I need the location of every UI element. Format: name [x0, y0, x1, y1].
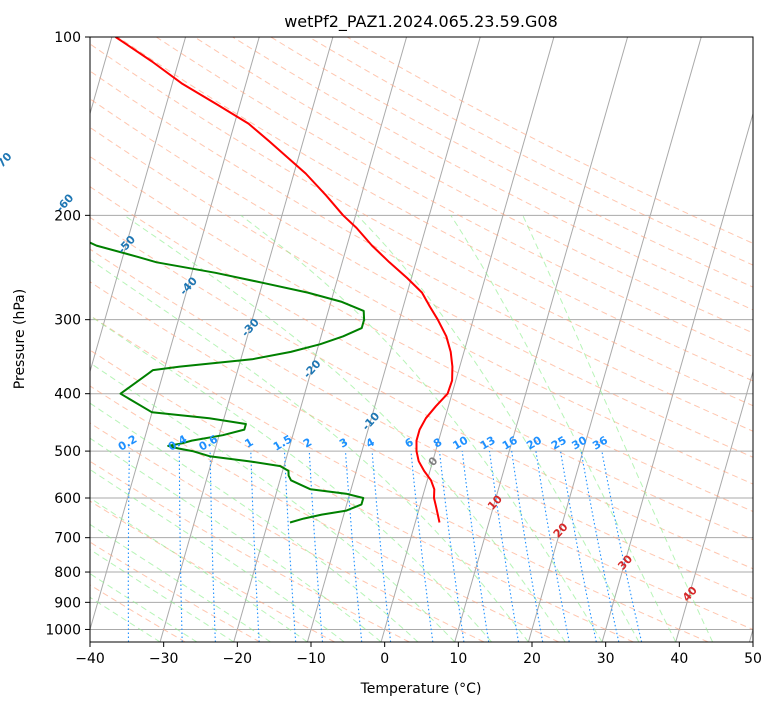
x-axis-label: Temperature (°C) — [360, 681, 482, 697]
x-tick-label: 20 — [523, 651, 541, 667]
y-tick-label: 300 — [54, 313, 81, 329]
x-tick-label: 40 — [670, 651, 688, 667]
x-tick-label: −10 — [296, 651, 326, 667]
y-tick-label: 200 — [54, 208, 81, 224]
y-tick-label: 900 — [54, 595, 81, 611]
y-tick-label: 100 — [54, 30, 81, 46]
x-tick-label: −20 — [223, 651, 253, 667]
x-tick-label: 30 — [597, 651, 615, 667]
y-tick-label: 700 — [54, 531, 81, 547]
x-tick-label: −40 — [75, 651, 105, 667]
x-tick-label: −30 — [149, 651, 179, 667]
y-tick-label: 1000 — [45, 622, 81, 638]
x-tick-label: 0 — [380, 651, 389, 667]
y-axis-label: Pressure (hPa) — [12, 289, 28, 389]
chart-title: wetPf2_PAZ1.2024.065.23.59.G08 — [284, 12, 558, 32]
x-tick-label: 50 — [744, 651, 762, 667]
y-tick-label: 800 — [54, 565, 81, 581]
x-tick-label: 10 — [449, 651, 467, 667]
y-tick-label: 500 — [54, 444, 81, 460]
y-tick-label: 600 — [54, 491, 81, 507]
y-tick-label: 400 — [54, 387, 81, 403]
